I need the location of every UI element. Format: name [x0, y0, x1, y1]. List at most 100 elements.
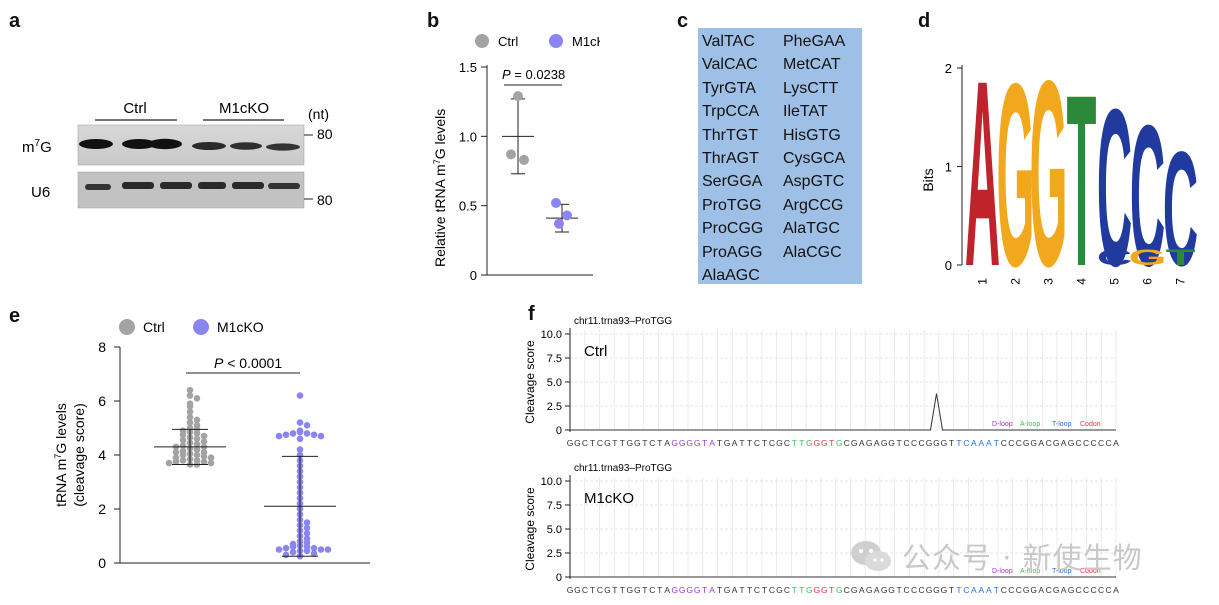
f-seq-base: G: [604, 585, 611, 595]
trna-item: ArgCCG: [783, 196, 844, 214]
f-seq-base: G: [671, 585, 678, 595]
f-seq-base: G: [836, 585, 843, 595]
f-seq-base: G: [686, 438, 693, 448]
f-seq-base: G: [821, 585, 828, 595]
f-seq-base: C: [904, 438, 910, 448]
f-seq-base: A: [709, 585, 715, 595]
f-seq-base: G: [806, 438, 813, 448]
trna-item: ValTAC: [702, 33, 755, 50]
panel-a-blot: Ctrl M1cKO (nt) m7G 80 U6 80: [22, 100, 333, 209]
f-seq-base: G: [806, 585, 813, 595]
e-point: [186, 419, 194, 426]
b-ylabel: Relative tRNA m7G levels: [432, 109, 448, 267]
f-seq-base: C: [1090, 585, 1096, 595]
f-seq-base: C: [1001, 438, 1007, 448]
e-point: [186, 413, 194, 421]
f-seq-base: A: [732, 585, 738, 595]
f-seq-base: G: [1030, 585, 1037, 595]
e-ytick-label: 8: [98, 339, 106, 355]
blot-size-m7g: 80: [317, 126, 333, 142]
f-seq-base: C: [754, 438, 760, 448]
b-ytick-label: 1.5: [459, 60, 477, 75]
f-seq-base: G: [567, 438, 574, 448]
trna-list-col1: ValTAC ValCAC TyrGTA TrpCCA ThrTGT ThrAGT SerG…: [702, 30, 763, 287]
f-track-m1cko: chr11.trna93–ProTGG 0 2.5 5.0 7.5 10.0 Cleavag…: [523, 463, 1119, 595]
f-seq-base: C: [1008, 585, 1014, 595]
f-loop-label: T-loop: [1052, 568, 1072, 575]
d-ytick-label: 2: [945, 61, 952, 76]
e-point: [172, 458, 180, 466]
logo-letter-c: C: [1097, 246, 1132, 270]
f-seq-base: T: [747, 438, 752, 448]
f-seq-base: T: [762, 585, 767, 595]
e-point: [303, 430, 311, 437]
blot-size-u6: 80: [317, 192, 333, 208]
f-seq-base: C: [1046, 438, 1052, 448]
e-point: [193, 395, 201, 402]
e-legend-ctrl-marker: [119, 319, 135, 335]
trna-item: PheGAA: [783, 33, 846, 50]
f-seq-base: G: [627, 438, 634, 448]
f-ytick-label: 2.5: [547, 401, 562, 413]
e-point: [207, 459, 215, 467]
d-xtick-label: 3: [1042, 278, 1056, 285]
f-seq-base: A: [1113, 438, 1119, 448]
f-seq-base: T: [642, 438, 647, 448]
f-seq-base: T: [620, 585, 625, 595]
panel-b-chart: Ctrl M1cKO P = 0.0238 0 0.5 1.0 1.5 Relativ…: [432, 34, 600, 283]
panel-label-d: d: [918, 10, 931, 32]
f-loop-label: Codon: [1080, 568, 1101, 575]
f-seq-base: G: [776, 438, 783, 448]
trna-item: CysGCA: [783, 150, 846, 168]
e-point: [179, 431, 187, 439]
b-point: [551, 197, 561, 208]
e-point: [296, 435, 304, 443]
blot-group-m1cko: M1cKO: [219, 100, 269, 117]
f-seq-base: G: [679, 585, 686, 595]
f-seq-base: G: [694, 438, 701, 448]
trna-item: TrpCCA: [702, 103, 760, 121]
panel-f-tracks: chr11.trna93–ProTGG 0 2.5 5.0 7.5 10.0 Cleavag…: [523, 316, 1119, 595]
d-ytick-label: 1: [945, 160, 952, 175]
f-ytick-label: 7.5: [547, 353, 562, 365]
f-seq-base: A: [859, 585, 865, 595]
f-seq-base: A: [874, 585, 880, 595]
f-seq-base: C: [1008, 438, 1014, 448]
e-pvalue: P < 0.0001: [214, 355, 282, 371]
f-seq-base: C: [1046, 585, 1052, 595]
f-seq-base: A: [971, 438, 977, 448]
f-seq-base: G: [1068, 585, 1075, 595]
trna-item: TyrGTA: [702, 79, 756, 97]
f-seq-base: C: [597, 585, 603, 595]
f-seq-base: C: [1076, 585, 1082, 595]
f-seq-base: G: [933, 585, 940, 595]
f-seq-base: C: [1016, 438, 1022, 448]
e-point: [172, 449, 180, 456]
f-seq-base: C: [911, 438, 917, 448]
e-point: [200, 438, 208, 445]
f-loop-label: A-loop: [1020, 568, 1040, 575]
f-loop-label: A-loop: [1020, 421, 1040, 428]
f-seq-base: C: [1076, 438, 1082, 448]
f-ylabel: Cleavage score: [523, 487, 537, 571]
f-ytick-label: 7.5: [547, 500, 562, 512]
blot-group-ctrl: Ctrl: [123, 100, 146, 117]
blot-unit: (nt): [308, 106, 329, 122]
f-seq-base: C: [1105, 438, 1111, 448]
legend-m1cko-marker: [549, 34, 563, 48]
f-seq-base: G: [851, 585, 858, 595]
f-seq-base: A: [874, 438, 880, 448]
e-point: [296, 419, 304, 426]
watermark-text: 公众号 · 新使生物: [902, 541, 1143, 575]
e-point: [317, 546, 325, 553]
logo-letter-c: C: [1130, 85, 1165, 290]
f-seq-base: T: [702, 438, 707, 448]
f-seq-base: A: [979, 438, 985, 448]
f-seq-base: A: [664, 438, 670, 448]
trna-item: ValCAC: [702, 56, 758, 74]
f-ytick-label: 0: [556, 572, 562, 584]
f-seq-base: C: [582, 438, 588, 448]
e-point: [193, 430, 201, 437]
f-seq-base: T: [896, 438, 901, 448]
f-seq-base: A: [709, 438, 715, 448]
